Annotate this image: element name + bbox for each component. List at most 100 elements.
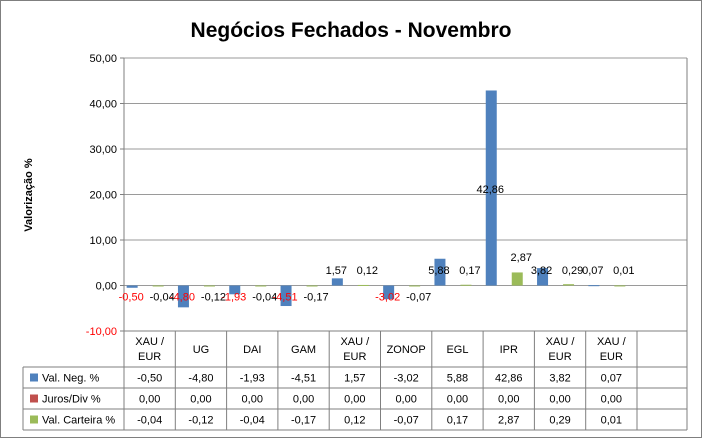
table-cell: 5,88 [447, 373, 468, 385]
data-table: XAU / EUR UG DAI GAM XAU / EUR ZONOP EGL IPR XAU /… [22, 331, 688, 431]
table-cell: 0,29 [549, 415, 570, 427]
table-cell: 0,07 [601, 373, 622, 385]
table-cell: 0,00 [498, 394, 519, 406]
bar-val-carteira--7 [511, 272, 523, 286]
legend-key-2 [30, 415, 38, 424]
table-cell: 0,00 [190, 394, 211, 406]
bar-val-neg--6 [434, 258, 446, 286]
table-cell: 0,00 [447, 394, 468, 406]
bar-val-carteira--0 [152, 285, 164, 287]
table-cell: 1,57 [344, 373, 365, 385]
data-label: 5,88 [428, 265, 449, 277]
data-label: 1,57 [326, 265, 347, 277]
category-label: EGL [446, 344, 468, 356]
y-tick-label: 0,00 [96, 281, 117, 293]
category-label: DAI [243, 344, 261, 356]
bar-val-neg--4 [331, 278, 343, 286]
table-cell: 0,17 [447, 415, 468, 427]
category-label: EUR [548, 351, 571, 363]
data-label: -3,02 [375, 292, 400, 304]
table-cell: 0,00 [395, 394, 416, 406]
bar-val-carteira--6 [460, 284, 472, 286]
data-label: 42,86 [476, 184, 504, 196]
category-label: GAM [291, 344, 316, 356]
bar-val-carteira--4 [357, 284, 369, 286]
chart-title: Negócios Fechados - Novembro [191, 19, 512, 42]
bar-val-neg--2 [229, 285, 241, 295]
y-tick-label: -10,00 [86, 326, 117, 338]
data-label: 3,82 [531, 265, 552, 277]
data-label: 2,87 [511, 252, 532, 264]
bar-val-neg--7 [485, 90, 497, 286]
table-cell: 0,00 [601, 394, 622, 406]
bar-val-carteira--1 [203, 285, 215, 287]
table-cell: 0,00 [344, 394, 365, 406]
table-cell: 0,00 [242, 394, 263, 406]
table-cell: -4,51 [291, 373, 316, 385]
bar-val-neg--8 [537, 268, 549, 286]
legend-label: Val. Carteira % [42, 415, 115, 427]
bar-val-neg--5 [383, 285, 395, 300]
table-cell: 0,01 [601, 415, 622, 427]
table-cell: -0,04 [137, 415, 162, 427]
category-label: EUR [343, 351, 366, 363]
table-cell: 0,12 [344, 415, 365, 427]
category-label: EUR [138, 351, 161, 363]
data-label: -0,04 [252, 292, 277, 304]
table-cell: -4,80 [188, 373, 213, 385]
data-label: -4,80 [170, 292, 195, 304]
data-label: -1,93 [221, 292, 246, 304]
table-cell: -3,02 [394, 373, 419, 385]
data-label: 0,17 [459, 265, 480, 277]
bar-val-carteira--5 [409, 285, 421, 287]
y-tick-label: 50,00 [89, 53, 117, 65]
table-cell: -1,93 [240, 373, 265, 385]
gridlines [120, 57, 688, 367]
table-cell: -0,07 [394, 415, 419, 427]
data-label: 0,07 [582, 265, 603, 277]
legend-label: Juros/Div % [42, 394, 101, 406]
data-label: -0,50 [119, 292, 144, 304]
table-cell: 2,87 [498, 415, 519, 427]
bar-val-carteira--9 [614, 285, 626, 287]
category-label: IPR [500, 344, 518, 356]
table-cell: 0,00 [293, 394, 314, 406]
data-label: -0,04 [150, 292, 175, 304]
bar-val-neg--3 [280, 285, 292, 307]
category-label: ZONOP [387, 344, 426, 356]
data-label: 0,01 [613, 265, 634, 277]
table-cell: 0,00 [139, 394, 160, 406]
table-cell: -0,04 [240, 415, 265, 427]
y-tick-label: 30,00 [89, 144, 117, 156]
y-tick-label: 10,00 [89, 235, 117, 247]
data-label: 0,29 [562, 265, 583, 277]
bar-val-carteira--3 [306, 285, 318, 287]
category-label: XAU / [597, 336, 627, 348]
y-axis-ticks: -10,00 0,00 10,00 20,00 30,00 40,00 50,00 [86, 53, 117, 338]
category-label: EUR [600, 351, 623, 363]
bar-val-carteira--8 [563, 284, 575, 286]
legend-label: Val. Neg. % [42, 373, 99, 385]
table-cell: -0,12 [188, 415, 213, 427]
category-label: UG [193, 344, 210, 356]
y-tick-label: 20,00 [89, 190, 117, 202]
category-label: XAU / [135, 336, 165, 348]
table-cell: 3,82 [549, 373, 570, 385]
bar-val-carteira--2 [255, 285, 267, 287]
table-cell: -0,50 [137, 373, 162, 385]
legend-key-0 [30, 373, 38, 382]
data-label: -0,12 [201, 292, 226, 304]
data-label: 0,12 [357, 265, 378, 277]
category-label: XAU / [340, 336, 370, 348]
table-cell: 42,86 [495, 373, 523, 385]
y-tick-label: 40,00 [89, 99, 117, 111]
bars [126, 90, 626, 308]
data-label: -0,07 [406, 292, 431, 304]
category-label: XAU / [546, 336, 576, 348]
table-cell: 0,00 [549, 394, 570, 406]
data-label: -4,51 [273, 292, 298, 304]
y-axis-label: Valorização % [23, 158, 35, 232]
bar-val-neg--0 [126, 285, 138, 288]
